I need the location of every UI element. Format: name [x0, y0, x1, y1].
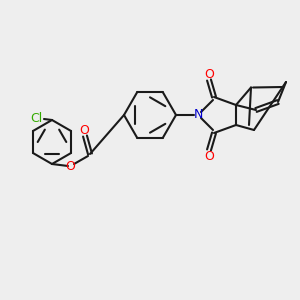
Text: O: O	[65, 160, 75, 172]
Text: O: O	[204, 68, 214, 80]
Text: O: O	[79, 124, 89, 136]
Text: O: O	[204, 149, 214, 163]
Text: N: N	[193, 109, 203, 122]
Text: Cl: Cl	[30, 112, 42, 124]
